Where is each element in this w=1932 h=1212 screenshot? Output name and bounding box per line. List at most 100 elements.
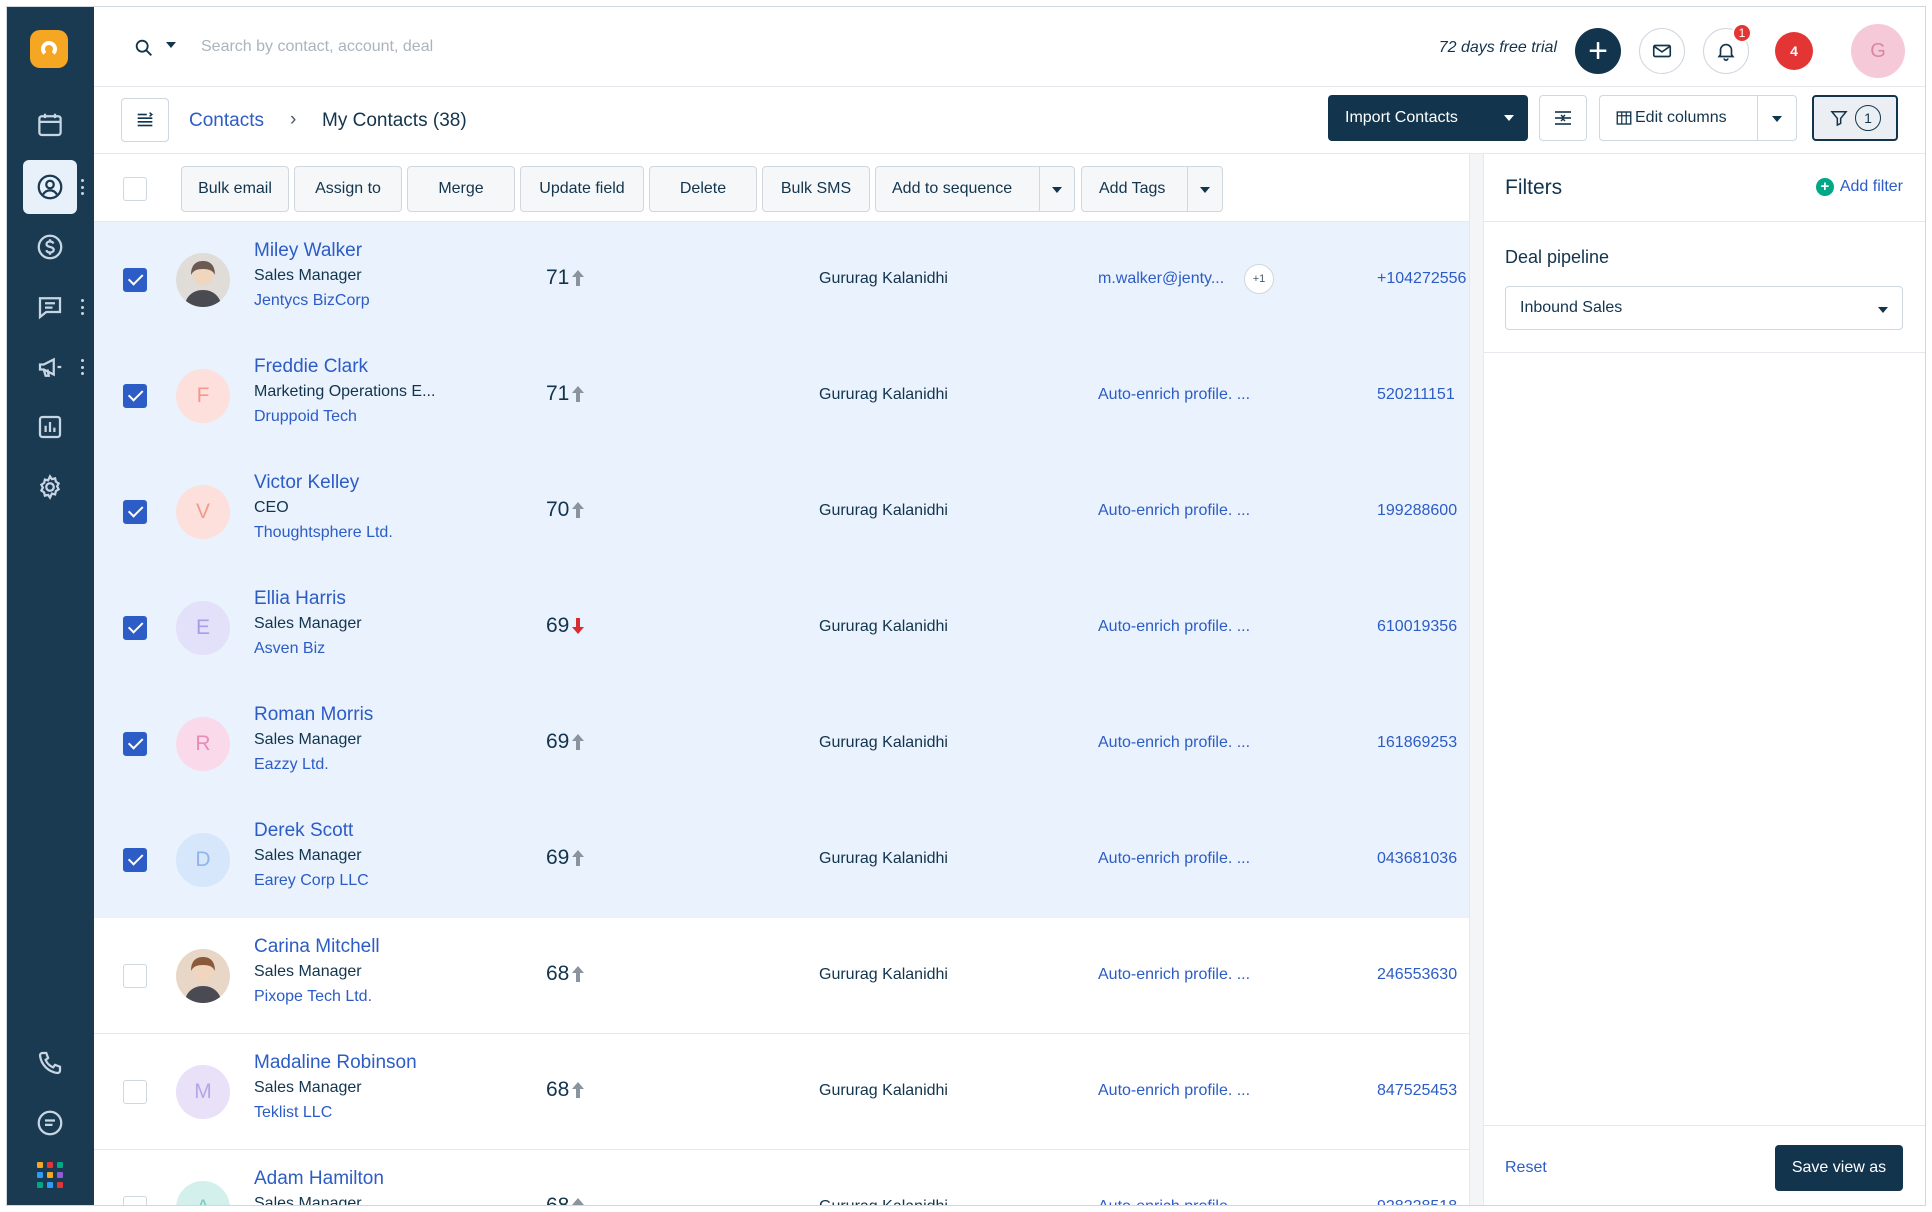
breadcrumb-contacts-link[interactable]: Contacts: [189, 110, 264, 131]
contact-phone-link[interactable]: 520211151: [1377, 386, 1455, 403]
table-row[interactable]: V Victor Kelley CEO Thoughtsphere Ltd. 70 Gur…: [94, 454, 1469, 570]
sequence-caret-icon[interactable]: [1052, 187, 1062, 193]
contacts-icon[interactable]: [23, 160, 77, 214]
bulk-sms-button[interactable]: Bulk SMS: [762, 166, 870, 212]
row-checkbox[interactable]: [123, 268, 147, 292]
conversations-more-icon[interactable]: [81, 299, 85, 315]
deals-dollar-icon[interactable]: [23, 220, 77, 274]
contact-name-link[interactable]: Derek Scott: [254, 820, 354, 841]
contact-email-link[interactable]: Auto-enrich profile. ...: [1098, 502, 1251, 519]
row-density-button[interactable]: [1539, 95, 1587, 141]
contact-name-link[interactable]: Freddie Clark: [254, 356, 369, 377]
select-all-checkbox[interactable]: [123, 177, 147, 201]
table-row[interactable]: D Derek Scott Sales Manager Earey Corp LLC 6…: [94, 802, 1469, 918]
table-row[interactable]: M Madaline Robinson Sales Manager Teklist L…: [94, 1034, 1469, 1150]
contact-email-link[interactable]: Auto-enrich profile. ...: [1098, 618, 1251, 635]
contact-phone-link[interactable]: 928228518: [1377, 1198, 1457, 1205]
add-to-sequence-button[interactable]: Add to sequence: [875, 166, 1075, 212]
contact-phone-link[interactable]: 847525453: [1377, 1082, 1458, 1099]
contact-phone-link[interactable]: 610019356: [1377, 618, 1458, 635]
contact-name-link[interactable]: Miley Walker: [254, 240, 363, 261]
contact-name-link[interactable]: Madaline Robinson: [254, 1052, 417, 1073]
delete-button[interactable]: Delete: [649, 166, 757, 212]
contact-account-link[interactable]: Teklist LLC: [254, 1104, 333, 1121]
filter-toggle-button[interactable]: 1: [1812, 95, 1898, 141]
calendar-icon[interactable]: [23, 98, 77, 152]
email-button[interactable]: [1639, 28, 1685, 74]
apps-grid-icon[interactable]: [37, 1162, 63, 1188]
search-icon[interactable]: [133, 37, 155, 59]
table-row[interactable]: Carina Mitchell Sales Manager Pixope Tech …: [94, 918, 1469, 1034]
contact-account-link[interactable]: Eazzy Ltd.: [254, 756, 329, 773]
conversations-icon[interactable]: [23, 280, 77, 334]
user-avatar[interactable]: G: [1851, 24, 1905, 78]
contact-email-link[interactable]: Auto-enrich profile. ...: [1098, 850, 1251, 867]
search-scope-caret-icon[interactable]: [166, 42, 176, 48]
row-checkbox[interactable]: [123, 848, 147, 872]
table-row[interactable]: R Roman Morris Sales Manager Eazzy Ltd. 69 Gu…: [94, 686, 1469, 802]
more-emails-badge[interactable]: +1: [1244, 264, 1274, 294]
row-checkbox[interactable]: [123, 1080, 147, 1104]
row-checkbox[interactable]: [123, 500, 147, 524]
chat-icon[interactable]: [23, 1096, 77, 1150]
row-checkbox[interactable]: [123, 732, 147, 756]
contact-phone-link[interactable]: +104272556: [1377, 270, 1467, 287]
row-checkbox[interactable]: [123, 616, 147, 640]
deal-pipeline-select[interactable]: Inbound Sales: [1505, 286, 1903, 330]
notifications-button[interactable]: 1: [1703, 23, 1752, 74]
import-dropdown-caret-icon[interactable]: [1504, 115, 1514, 121]
contact-phone-link[interactable]: 161869253: [1377, 734, 1458, 751]
contact-account-link[interactable]: Asven Biz: [254, 640, 326, 657]
bulk-email-button[interactable]: Bulk email: [181, 166, 289, 212]
contact-account-link[interactable]: Earey Corp LLC: [254, 872, 369, 889]
alerts-count-button[interactable]: 4: [1775, 32, 1813, 70]
contact-email-link[interactable]: m.walker@jenty...: [1098, 270, 1225, 287]
contact-account-link[interactable]: Pixope Tech Ltd.: [254, 988, 373, 1005]
reports-chart-icon[interactable]: [23, 400, 77, 454]
merge-button[interactable]: Merge: [407, 166, 515, 212]
contact-name-link[interactable]: Roman Morris: [254, 704, 374, 725]
save-view-button[interactable]: Save view as: [1775, 1145, 1903, 1191]
contact-email-link[interactable]: Auto-enrich profile. ...: [1098, 1082, 1251, 1099]
table-row[interactable]: Miley Walker Sales Manager Jentycs BizCorp…: [94, 222, 1469, 338]
phone-icon[interactable]: [23, 1036, 77, 1090]
table-row[interactable]: F Freddie Clark Marketing Operations E... D…: [94, 338, 1469, 454]
contact-name-link[interactable]: Adam Hamilton: [254, 1168, 384, 1189]
contact-phone-link[interactable]: 043681036: [1377, 850, 1458, 867]
contact-name-link[interactable]: Ellia Harris: [254, 588, 346, 609]
reset-link[interactable]: Reset: [1505, 1159, 1547, 1176]
edit-columns-button[interactable]: Edit columns: [1599, 95, 1797, 141]
contact-email-link[interactable]: Auto-enrich profile. ...: [1098, 1198, 1250, 1205]
tags-caret-icon[interactable]: [1200, 187, 1210, 193]
campaigns-megaphone-icon[interactable]: [23, 340, 77, 394]
quick-add-button[interactable]: +: [1575, 28, 1621, 74]
row-checkbox[interactable]: [123, 1196, 147, 1205]
assign-to-button[interactable]: Assign to: [294, 166, 402, 212]
campaigns-more-icon[interactable]: [81, 359, 85, 375]
edit-columns-caret-icon[interactable]: [1772, 116, 1782, 122]
views-menu-toggle[interactable]: [121, 98, 169, 142]
update-field-button[interactable]: Update field: [520, 166, 644, 212]
table-row[interactable]: E Ellia Harris Sales Manager Asven Biz 69 Gur…: [94, 570, 1469, 686]
table-row[interactable]: A Adam Hamilton Sales Manager 68 Gururag Kal…: [94, 1150, 1469, 1205]
contact-name-link[interactable]: Carina Mitchell: [254, 936, 380, 957]
add-tags-button[interactable]: Add Tags: [1081, 166, 1223, 212]
app-logo[interactable]: [30, 30, 68, 68]
row-checkbox[interactable]: [123, 384, 147, 408]
contacts-more-icon[interactable]: [81, 179, 85, 195]
contact-account-link[interactable]: Thoughtsphere Ltd.: [254, 524, 393, 541]
contact-email-link[interactable]: Auto-enrich profile. ...: [1098, 734, 1251, 751]
settings-gear-icon[interactable]: [23, 460, 77, 514]
contact-email-link[interactable]: Auto-enrich profile. ...: [1098, 966, 1251, 983]
add-filter-button[interactable]: + Add filter: [1815, 178, 1903, 196]
contact-email-link[interactable]: Auto-enrich profile. ...: [1098, 386, 1251, 403]
contact-account-link[interactable]: Jentycs BizCorp: [254, 292, 370, 309]
panel-resize-handle[interactable]: [1469, 154, 1484, 1205]
contact-phone-link[interactable]: 246553630: [1377, 966, 1458, 983]
contact-name-link[interactable]: Victor Kelley: [254, 472, 360, 493]
contact-phone-link[interactable]: 199288600: [1377, 502, 1458, 519]
row-checkbox[interactable]: [123, 964, 147, 988]
contact-account-link[interactable]: Druppoid Tech: [254, 408, 357, 425]
import-contacts-button[interactable]: Import Contacts: [1328, 95, 1528, 141]
search-input[interactable]: [201, 29, 701, 65]
